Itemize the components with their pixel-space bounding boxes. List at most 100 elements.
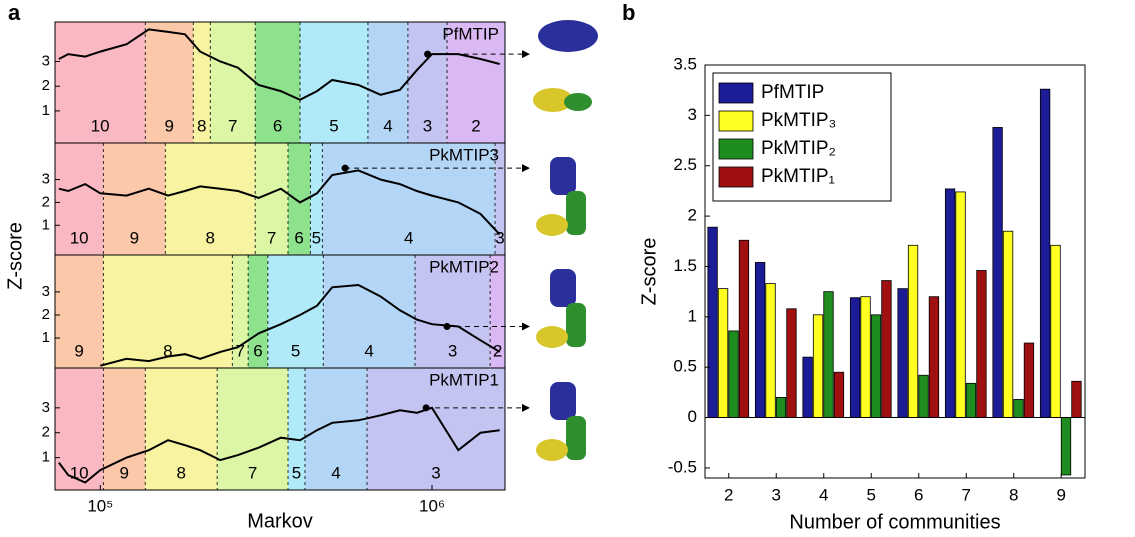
bar bbox=[1002, 230, 1014, 418]
bar bbox=[870, 314, 882, 418]
legend-swatch bbox=[718, 166, 754, 188]
y-tick-label: 2 bbox=[42, 306, 50, 323]
helix-domain bbox=[550, 157, 576, 195]
bar bbox=[1023, 342, 1035, 418]
community-band bbox=[447, 22, 505, 143]
community-label: 2 bbox=[471, 116, 480, 135]
community-band bbox=[322, 143, 496, 255]
helix-domain bbox=[566, 303, 586, 347]
community-label: 4 bbox=[331, 463, 340, 482]
community-band bbox=[103, 143, 166, 255]
community-band bbox=[495, 143, 505, 255]
community-band bbox=[255, 143, 289, 255]
legend-label: PkMTIP₂ bbox=[761, 138, 836, 159]
community-band bbox=[232, 255, 249, 368]
bar bbox=[849, 297, 861, 418]
community-label: 6 bbox=[273, 116, 282, 135]
bar bbox=[738, 239, 750, 418]
y-tick-label: 3 bbox=[42, 283, 50, 300]
community-label: 3 bbox=[431, 463, 440, 482]
y-tick-label: 0.5 bbox=[673, 357, 697, 376]
plot-area: 10 9 8 7 6 5 4 3 2 bbox=[55, 22, 505, 143]
community-label: 8 bbox=[206, 228, 215, 247]
community-band bbox=[367, 368, 505, 490]
legend-swatch bbox=[718, 82, 754, 104]
bar bbox=[775, 397, 787, 418]
community-label: 3 bbox=[448, 341, 457, 360]
helix-domain bbox=[536, 214, 568, 236]
bar bbox=[928, 296, 940, 418]
community-label: 10 bbox=[70, 228, 89, 247]
bar bbox=[881, 280, 892, 418]
bar bbox=[955, 191, 966, 418]
helix-domain bbox=[533, 88, 573, 112]
subplot-title: PfMTIP bbox=[442, 24, 499, 43]
bar bbox=[992, 127, 1003, 418]
x-axis-label: Number of communities bbox=[789, 511, 1000, 533]
x-tick-label: 10⁵ bbox=[87, 496, 113, 515]
arrow-head bbox=[522, 403, 530, 412]
community-label: 3 bbox=[423, 116, 432, 135]
community-label: 7 bbox=[235, 341, 244, 360]
community-label: 5 bbox=[291, 341, 300, 360]
y-tick-label: 2 bbox=[688, 206, 697, 225]
panel-label: b bbox=[622, 0, 635, 25]
bar bbox=[1071, 380, 1082, 418]
legend-label: PkMTIP₁ bbox=[761, 166, 835, 187]
community-band bbox=[323, 255, 416, 368]
community-band bbox=[210, 22, 256, 143]
y-tick-label: 3 bbox=[42, 171, 50, 188]
community-label: 8 bbox=[163, 341, 172, 360]
y-tick-label: 3 bbox=[688, 105, 697, 124]
community-band bbox=[255, 22, 301, 143]
bar bbox=[918, 374, 929, 418]
y-tick-label: 3 bbox=[42, 399, 50, 416]
community-band bbox=[490, 255, 505, 368]
bar bbox=[728, 330, 739, 418]
helix-domain bbox=[550, 269, 576, 307]
community-band bbox=[145, 22, 194, 143]
bar bbox=[976, 270, 987, 418]
protein-structure bbox=[536, 269, 586, 348]
community-band bbox=[288, 368, 305, 490]
community-label: 7 bbox=[267, 228, 276, 247]
community-label: 6 bbox=[294, 228, 303, 247]
bar bbox=[812, 314, 824, 418]
bar bbox=[944, 188, 956, 418]
community-band bbox=[165, 143, 256, 255]
highlight-point bbox=[341, 164, 349, 172]
legend-label: PfMTIP bbox=[761, 82, 824, 103]
community-label: 8 bbox=[197, 116, 206, 135]
subplot-title: PkMTIP1 bbox=[429, 370, 499, 389]
legend-label: PkMTIP₃ bbox=[761, 110, 836, 131]
community-label: 6 bbox=[253, 341, 262, 360]
highlight-point bbox=[422, 404, 430, 412]
community-band bbox=[367, 22, 408, 143]
community-label: 5 bbox=[292, 463, 301, 482]
bar bbox=[897, 288, 908, 418]
community-band bbox=[217, 368, 289, 490]
arrow-head bbox=[522, 50, 530, 59]
bar bbox=[860, 296, 871, 418]
community-label: 3 bbox=[495, 228, 504, 247]
panel-label: a bbox=[8, 0, 21, 25]
helix-domain bbox=[564, 93, 592, 111]
bar bbox=[1039, 88, 1051, 418]
community-band bbox=[288, 143, 311, 255]
bar bbox=[717, 288, 729, 418]
helix-domain bbox=[536, 439, 568, 461]
community-band bbox=[55, 143, 104, 255]
y-tick-label: 1 bbox=[42, 449, 50, 466]
z-score-line bbox=[58, 28, 500, 101]
community-band bbox=[103, 368, 146, 490]
helix-domain bbox=[566, 191, 586, 235]
x-tick-label: 10⁶ bbox=[419, 496, 445, 515]
bar bbox=[786, 308, 797, 418]
x-tick-label: 2 bbox=[724, 485, 733, 504]
community-label: 10 bbox=[91, 116, 110, 135]
y-tick-label: 2 bbox=[42, 193, 50, 210]
x-axis-label: Markov bbox=[247, 510, 313, 532]
community-label: 4 bbox=[364, 341, 373, 360]
x-tick-label: 7 bbox=[962, 485, 971, 504]
plot-area: 10 9 8 7 5 4 3 bbox=[55, 368, 505, 490]
